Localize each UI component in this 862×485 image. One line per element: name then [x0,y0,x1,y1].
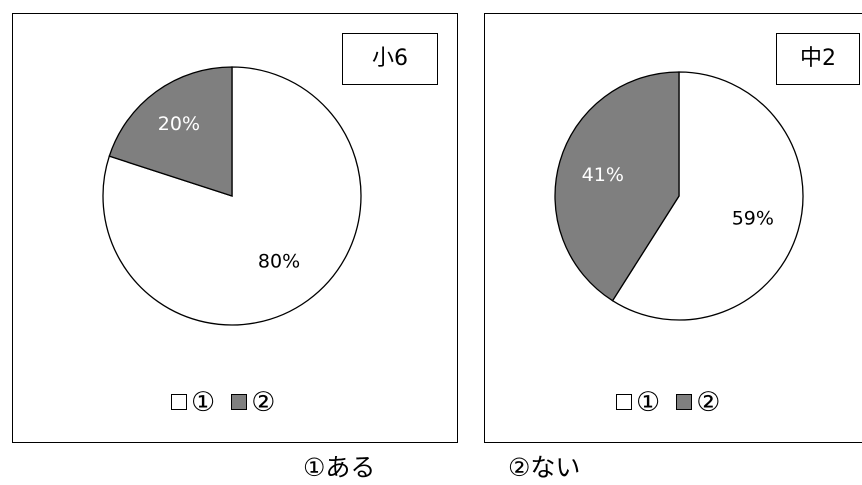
data-label-1: 59% [732,207,774,229]
pie-slice-2 [108,66,233,197]
legend-label: ① [636,386,661,418]
legend-item: ① [616,387,660,418]
legend-label: ① [191,386,216,418]
data-label-1: 80% [258,251,300,273]
legend-swatch [231,394,248,410]
legend-swatch [171,394,187,410]
chart-panel-grade6: 小6 80% 20% ① ② [12,13,458,443]
footnote-option-2: ②ない [508,453,581,482]
data-label-2: 41% [582,164,624,186]
legend-item: ① [171,387,215,418]
legend-item: ② [231,387,275,418]
legend-swatch [676,394,693,410]
chart-panel-grade8: 中2 59% 41% ① ② [484,13,862,443]
legend: ① ② [616,382,736,422]
legend: ① ② [171,382,291,422]
footnote-option-1: ①ある [303,453,376,482]
data-label-2: 20% [158,113,200,135]
legend-label: ② [251,386,276,418]
chart-title: 中2 [776,33,860,85]
legend-swatch [616,394,632,410]
pie-chart: 80% 20% [102,66,362,326]
chart-title: 小6 [342,33,438,85]
legend-label: ② [696,386,721,418]
pie-slice-2 [554,71,680,302]
pie-chart: 59% 41% [554,71,804,321]
pie-slice-1 [611,71,804,321]
legend-item: ② [676,387,720,418]
